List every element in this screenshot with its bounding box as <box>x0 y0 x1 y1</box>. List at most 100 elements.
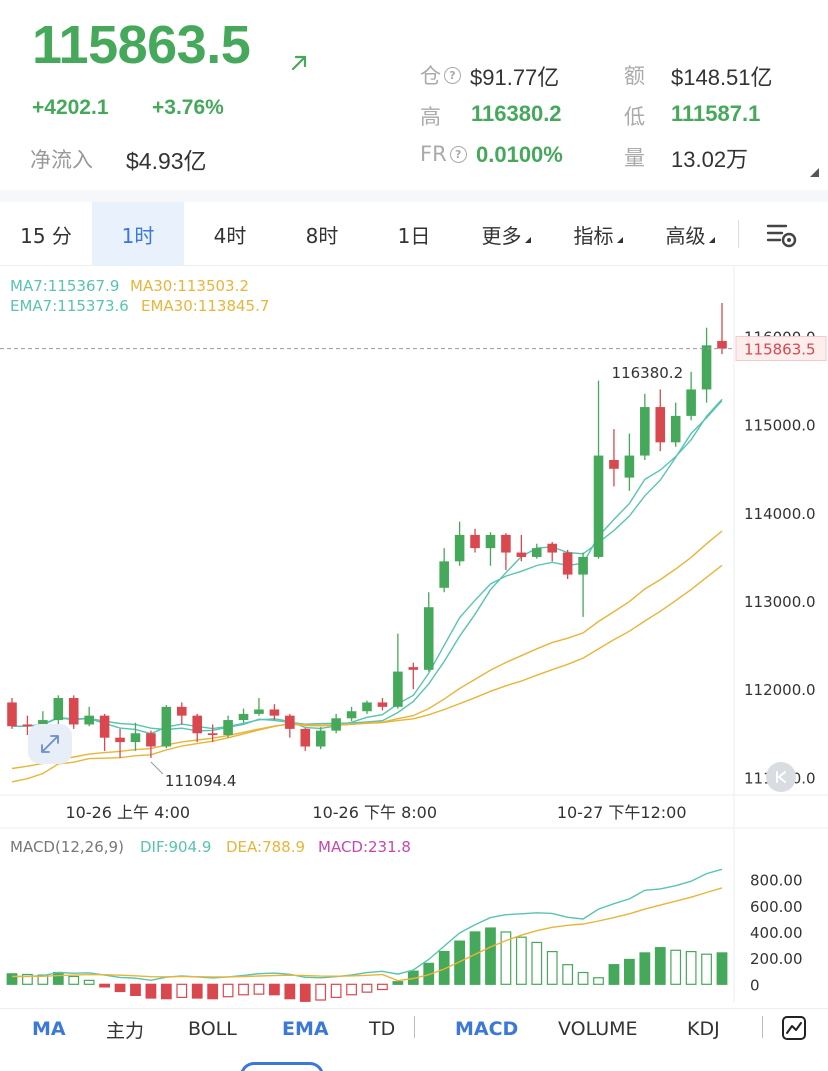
question-circle-icon[interactable]: ? <box>444 66 461 84</box>
candle-body <box>115 737 125 743</box>
tab-8h[interactable]: 8时 <box>276 202 368 266</box>
candlestick-series <box>7 303 727 758</box>
macd-bar <box>361 983 373 993</box>
candle-body <box>68 698 79 725</box>
candle-body <box>331 718 341 731</box>
question-circle-icon[interactable]: ? <box>449 145 467 163</box>
stat-value-volume: 13.02万 <box>671 147 749 172</box>
macd-bar <box>176 983 188 998</box>
candle-body <box>562 552 573 575</box>
macd-bar <box>130 983 141 997</box>
candle-body <box>84 715 94 725</box>
macd-bar <box>114 983 126 993</box>
draw-tool-icon[interactable] <box>780 1014 808 1042</box>
dea-line <box>12 887 723 982</box>
candle-body <box>454 534 465 562</box>
candle-body <box>717 340 727 349</box>
candle-body <box>22 724 33 727</box>
macd-bar <box>160 983 172 1000</box>
stat-label-open-interest[interactable]: 仓 ? <box>420 60 461 90</box>
ema7-line <box>12 398 723 735</box>
candle-body <box>470 534 480 549</box>
dea-legend: DEA:788.9 <box>226 838 305 856</box>
tab-more[interactable]: 更多 <box>460 202 552 266</box>
back-to-latest-icon[interactable] <box>766 762 796 792</box>
time-tick-label: 10-26 上午 4:00 <box>65 803 190 822</box>
candle-body <box>300 728 311 747</box>
candle-body <box>377 702 388 707</box>
chart-area[interactable]: MA7:115367.9 MA30:113503.2 EMA7:115373.6… <box>0 266 828 1008</box>
candle-body <box>99 715 110 738</box>
price-tick-label: 115000.0 <box>744 417 816 435</box>
ind-tab-main-force[interactable]: 主力 <box>106 1019 145 1042</box>
section-divider <box>0 190 828 202</box>
time-tick-label: 10-26 下午 8:00 <box>312 803 437 822</box>
macd-tick-label: 0 <box>750 976 760 994</box>
tab-4h[interactable]: 4时 <box>184 202 276 266</box>
macd-bar <box>531 941 543 985</box>
ind-tab-macd[interactable]: MACD <box>455 1018 519 1040</box>
ind-tab-volume[interactable]: VOLUME <box>558 1018 638 1040</box>
macd-tick-label: 200.00 <box>750 950 803 968</box>
candle-body <box>701 345 712 390</box>
stat-label-text: FR <box>420 142 447 166</box>
change-absolute: +4202.1 <box>32 96 109 119</box>
macd-bar <box>423 962 435 985</box>
dropdown-triangle-icon <box>708 237 715 243</box>
stat-label-turnover: 额 <box>624 60 645 90</box>
last-price: 115863.5 <box>32 15 251 75</box>
candle-body <box>547 543 558 553</box>
price-tick-label: 113000.0 <box>744 593 816 611</box>
tab-label: 15 分 <box>20 223 72 248</box>
candle-body <box>7 702 17 727</box>
macd-title: MACD(12,26,9) <box>10 838 124 856</box>
expand-corner-icon[interactable] <box>810 168 819 177</box>
candle-body <box>346 711 357 719</box>
tab-1d[interactable]: 1日 <box>368 202 460 266</box>
tab-label: 1时 <box>121 223 155 248</box>
candle-body <box>207 733 218 736</box>
ind-tab-boll[interactable]: BOLL <box>188 1018 237 1040</box>
tab-advanced[interactable]: 高级 <box>644 202 736 266</box>
macd-bar <box>624 958 635 985</box>
macd-tick-label: 800.00 <box>750 872 803 890</box>
stat-label-funding-rate[interactable]: FR ? <box>420 142 467 166</box>
macd-histogram <box>6 927 728 1002</box>
expand-arrows-icon[interactable] <box>28 724 72 764</box>
candle-body <box>176 706 187 716</box>
macd-bar <box>639 952 651 985</box>
macd-bar <box>330 983 342 998</box>
candle-body <box>362 702 372 712</box>
macd-bar <box>608 964 620 985</box>
candle-body <box>609 459 619 469</box>
candle-body <box>315 730 326 747</box>
ind-tab-td[interactable]: TD <box>369 1018 396 1040</box>
indicator-divider <box>414 1016 415 1038</box>
candle-body <box>640 407 650 456</box>
tab-label: 高级 <box>665 223 706 248</box>
tab-1h[interactable]: 1时 <box>92 202 184 266</box>
candle-body <box>254 709 264 714</box>
macd-bar <box>515 936 527 985</box>
ema7-legend: EMA7:115373.6 <box>10 297 129 315</box>
tab-15m[interactable]: 15 分 <box>0 202 92 266</box>
candle-body <box>624 455 635 478</box>
chart-settings-icon[interactable] <box>760 216 800 252</box>
candle-body <box>269 709 280 716</box>
home-indicator <box>240 1062 324 1071</box>
candle-body <box>655 407 666 443</box>
macd-bar <box>145 983 157 999</box>
macd-tick-label: 400.00 <box>750 924 803 942</box>
macd-bar <box>52 971 64 985</box>
ind-tab-kdj[interactable]: KDJ <box>687 1018 720 1040</box>
stat-value-low: 111587.1 <box>671 101 761 126</box>
dropdown-triangle-icon <box>616 237 623 243</box>
tab-indicators[interactable]: 指标 <box>552 202 644 266</box>
macd-bar <box>68 975 80 985</box>
ind-tab-ma[interactable]: MA <box>32 1018 66 1040</box>
time-axis: 10-26 上午 4:00 10-26 下午 8:00 10-27 下午12:00 <box>65 803 686 822</box>
tab-label: 更多 <box>481 223 522 248</box>
ind-tab-ema[interactable]: EMA <box>282 1018 329 1040</box>
low-price-leader <box>150 761 164 775</box>
candle-body <box>192 715 203 734</box>
